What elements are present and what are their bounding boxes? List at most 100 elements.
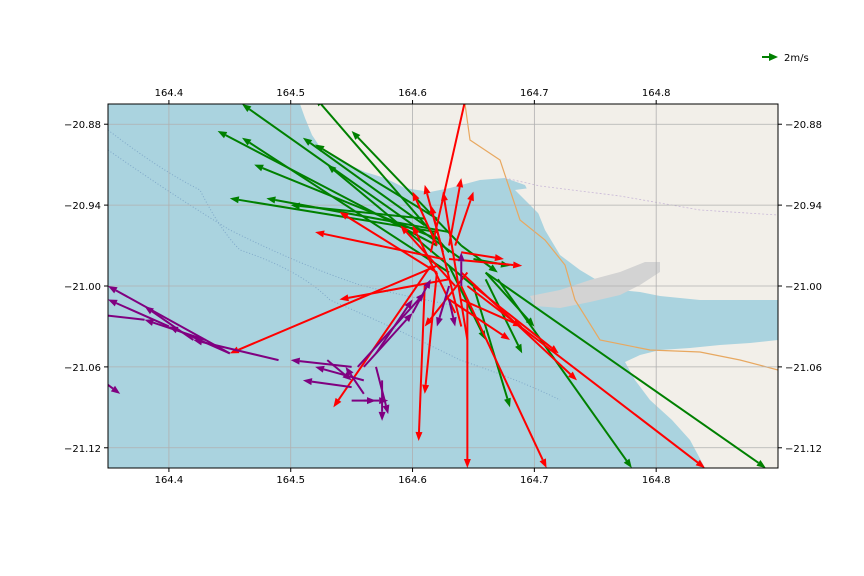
green-vector-5 (248, 141, 450, 274)
red-vector-head-0 (462, 91, 469, 101)
reef-line (108, 129, 561, 401)
green-vector-head-2 (254, 164, 264, 172)
green-vector-head-7 (229, 196, 240, 204)
y-tick-label-right-3: −21.06 (785, 363, 822, 374)
green-vector-head-0 (242, 104, 252, 113)
red-vector-18 (461, 251, 496, 259)
red-vector-4 (323, 232, 444, 261)
red-vector-head-19 (424, 317, 434, 327)
red-vector-head-23 (441, 191, 448, 202)
red-vector-10 (472, 285, 553, 349)
purple-vector-5 (299, 360, 352, 368)
purple-vector-head-16 (436, 316, 443, 327)
green-vector-head-13 (504, 397, 511, 408)
purple-vector-head-22 (342, 371, 352, 381)
red-vector-7 (346, 215, 438, 274)
purple-vector-head-17 (457, 252, 465, 262)
red-vector-head-12 (539, 458, 547, 468)
tidal-flat (530, 262, 660, 308)
y-tick-label-right-2: −21.00 (785, 282, 822, 293)
green-vector-head-12 (515, 343, 523, 354)
green-vector-head-1 (317, 104, 322, 107)
red-vector-head-1 (463, 459, 471, 468)
green-vector-head-18 (315, 144, 325, 153)
x-tick-label-bottom-0: 164.4 (155, 475, 184, 486)
y-tick-label-left-4: −21.12 (64, 444, 101, 455)
x-tick-label-bottom-1: 164.5 (276, 475, 305, 486)
purple-vector-23 (349, 373, 365, 395)
legend-label: 2m/s (784, 53, 809, 64)
red-vector-head-9 (568, 371, 577, 381)
boundary-line (504, 177, 778, 216)
purple-vector-22 (326, 359, 346, 376)
red-vector-24 (460, 298, 515, 324)
red-vector-head-4 (315, 230, 325, 238)
y-tick-label-left-3: −21.06 (64, 363, 101, 374)
green-vector-head-10 (623, 458, 632, 468)
purple-vector-head-12 (403, 312, 413, 322)
purple-vector-16 (438, 285, 451, 319)
purple-vector-head-15 (423, 279, 431, 289)
green-vector-head-3 (302, 137, 313, 146)
purple-vector-head-20 (110, 385, 121, 394)
green-vector-3 (309, 142, 426, 227)
purple-vector-head-10 (382, 404, 390, 415)
purple-vector-head-18 (449, 316, 457, 327)
purple-vector-12 (363, 318, 408, 368)
red-vector-head-15 (423, 184, 431, 195)
purple-vector-head-13 (404, 299, 413, 309)
green-vector-head-14 (525, 317, 535, 327)
purple-vector-head-0 (108, 286, 118, 294)
purple-vector-4 (201, 341, 279, 362)
red-vector-head-21 (412, 225, 420, 235)
y-tick-label-right-4: −21.12 (785, 444, 822, 455)
green-vector-head-5 (242, 137, 252, 146)
purple-vector-head-6 (315, 365, 325, 373)
purple-vector-8 (311, 380, 352, 389)
purple-vector-21 (176, 329, 231, 355)
purple-vector-0 (115, 289, 231, 355)
y-tick-label-left-1: −20.94 (64, 201, 101, 212)
green-vector-8 (275, 199, 450, 234)
green-vector-17 (299, 205, 425, 220)
red-vector-head-16 (456, 178, 464, 188)
green-vector-7 (238, 198, 438, 234)
green-vector-14 (484, 271, 530, 321)
purple-vector-head-1 (108, 299, 118, 307)
red-vector-23 (443, 200, 469, 341)
red-vector-22 (432, 213, 463, 327)
x-tick-label-top-4: 164.8 (642, 88, 671, 99)
purple-vector-head-11 (378, 411, 386, 421)
red-vector-20 (448, 298, 504, 336)
red-vector-head-2 (415, 431, 423, 442)
road-main (464, 104, 778, 371)
grid (108, 104, 778, 468)
axis-ticks: 164.4 164.4 164.5 164.5 164.6 164.6 164.7 164.7… (64, 88, 822, 486)
green-vector-head-9 (351, 130, 361, 140)
red-vector-head-24 (512, 319, 523, 327)
red-vector-head-18 (494, 254, 504, 262)
x-tick-label-top-3: 164.7 (520, 88, 549, 99)
green-vector-11 (485, 271, 760, 464)
legend: 2m/s (762, 53, 809, 64)
red-vector-head-6 (339, 294, 349, 302)
red-vector-head-11 (695, 459, 705, 468)
red-vector-11 (466, 285, 699, 464)
red-vector-head-17 (467, 191, 474, 202)
green-vector-16 (460, 244, 492, 268)
purple-vector-1 (115, 302, 170, 328)
mainland-area (515, 120, 778, 292)
red-vector-25 (405, 231, 456, 287)
green-vector-head-4 (217, 130, 228, 139)
red-vector-12 (460, 285, 544, 461)
roads (464, 104, 778, 371)
purple-vector-head-5 (290, 357, 301, 365)
current-vectors (84, 91, 766, 468)
red-vector-2 (417, 285, 426, 433)
purple-vector-head-8 (302, 378, 313, 386)
green-vector-head-17 (290, 202, 301, 210)
purple-vector-head-2 (84, 310, 93, 317)
y-tick-label-right-1: −20.94 (785, 201, 822, 212)
red-vector-5 (237, 264, 438, 351)
